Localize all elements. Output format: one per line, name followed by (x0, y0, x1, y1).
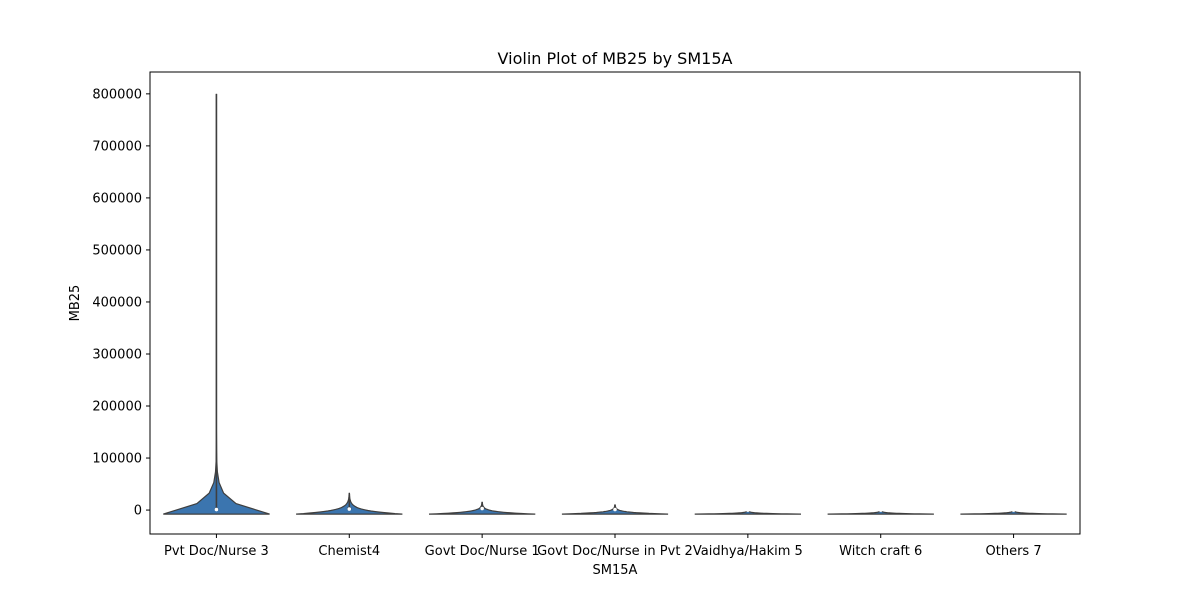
violin-5 (827, 508, 934, 515)
violin-median (480, 506, 484, 511)
y-tick-label: 500000 (92, 243, 142, 258)
x-tick-label: Pvt Doc/Nurse 3 (164, 544, 269, 559)
x-axis-ticks: Pvt Doc/Nurse 3 Chemist4 Govt Doc/Nurse 1G… (164, 534, 1042, 559)
violin-median (878, 508, 883, 512)
y-tick-label: 800000 (92, 87, 142, 102)
y-tick-label: 0 (134, 504, 142, 519)
violins-group (163, 93, 1067, 515)
violin-median (347, 507, 352, 511)
y-axis-ticks: 0 100000 200000 300000 400000 500000 600000 700… (92, 87, 150, 519)
y-tick-label: 400000 (92, 295, 142, 310)
violin-0 (163, 93, 270, 515)
violin-median (1011, 508, 1016, 512)
y-tick-label: 200000 (92, 400, 142, 415)
violin-median (746, 508, 750, 512)
x-tick-label: Others 7 (986, 544, 1042, 559)
y-tick-label: 600000 (92, 191, 142, 206)
x-tick-label: Vaidhya/Hakim 5 (693, 544, 803, 559)
x-tick-label: Govt Doc/Nurse in Pvt 2 (537, 544, 693, 559)
violin-4 (694, 508, 802, 515)
plot-frame (149, 71, 1081, 535)
violin-6 (960, 508, 1067, 515)
y-tick-label: 700000 (92, 139, 142, 154)
violin-3 (561, 504, 669, 515)
x-tick-label: Witch craft 6 (839, 544, 922, 559)
violin-median (214, 507, 219, 512)
violin-1 (296, 492, 403, 515)
x-axis-label: SM15A (593, 563, 638, 578)
x-tick-label: Govt Doc/Nurse 1 (425, 544, 540, 559)
y-axis-label: MB25 (68, 285, 83, 322)
violin-2 (428, 501, 536, 515)
x-tick-label: Chemist4 (318, 544, 380, 559)
y-tick-label: 100000 (92, 452, 142, 467)
chart-title: Violin Plot of MB25 by SM15A (498, 49, 733, 68)
violin-median (613, 507, 617, 512)
y-tick-label: 300000 (92, 347, 142, 362)
